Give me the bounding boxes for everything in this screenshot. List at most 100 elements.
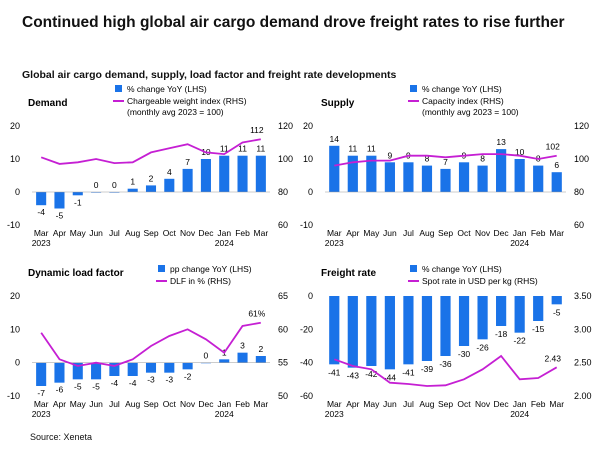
x-tick-label: Aug: [125, 399, 140, 409]
x-tick-label: Mar: [34, 399, 49, 409]
x-tick-label: Oct: [457, 228, 471, 238]
bar: [347, 155, 358, 192]
x-tick-label: May: [363, 399, 380, 409]
bar: [329, 296, 340, 365]
bar-value-label: 0: [204, 351, 209, 361]
bar: [219, 359, 230, 363]
legend-bar-label: % change YoY (LHS): [127, 84, 207, 94]
bar: [347, 296, 358, 368]
x-tick-label: Jun: [89, 399, 103, 409]
bar-value-label: 11: [220, 144, 229, 154]
bar-value-label: 0: [94, 180, 99, 190]
bar-value-label: -41: [328, 367, 341, 377]
y-left-tick-label: -60: [300, 391, 313, 401]
bar: [164, 362, 175, 373]
bar-value-label: 11: [348, 144, 357, 154]
bar-value-label: -7: [37, 388, 45, 398]
bar-value-label: -1: [74, 197, 82, 207]
x-tick-label: Jan: [217, 399, 231, 409]
bar-value-label: 4: [167, 167, 172, 177]
y-right-tick-label: 3.00: [574, 324, 592, 334]
series-line: [40, 321, 261, 367]
bar: [384, 296, 395, 370]
y-left-tick-label: -10: [300, 220, 313, 230]
x-tick-label: Mar: [327, 399, 342, 409]
x-tick-label: Mar: [549, 399, 564, 409]
bar: [200, 362, 211, 364]
bar: [182, 168, 193, 192]
y-right-tick-label: 80: [574, 187, 584, 197]
bar-value-label: -5: [56, 211, 64, 221]
y-left-tick-label: 10: [10, 324, 20, 334]
x-tick-label: Sep: [143, 228, 158, 238]
x-tick-label: Feb: [531, 228, 546, 238]
legend-bar-swatch: [410, 85, 417, 92]
bar: [477, 165, 488, 192]
bar-value-label: -22: [514, 336, 527, 346]
bar-value-label: 1: [130, 177, 135, 187]
bar-value-label: 8: [425, 154, 430, 164]
x-tick-label: Feb: [235, 228, 250, 238]
bar: [145, 185, 157, 192]
bar-value-label: 11: [238, 144, 247, 154]
bar-value-label: -4: [111, 378, 119, 388]
x-year-label: 2023: [325, 409, 344, 419]
panel-title: Dynamic load factor: [28, 268, 124, 279]
bar: [127, 188, 138, 192]
y-right-tick-label: 50: [278, 391, 288, 401]
x-tick-label: May: [70, 228, 87, 238]
legend-line-label: Capacity index (RHS): [422, 96, 504, 106]
x-year-label: 2023: [32, 238, 51, 248]
x-tick-label: Nov: [180, 228, 196, 238]
x-tick-label: Aug: [125, 228, 140, 238]
bar: [255, 356, 266, 363]
legend-bar-swatch: [158, 265, 165, 272]
legend-line-label: DLF in % (RHS): [170, 276, 231, 286]
bar-value-label: -41: [402, 367, 415, 377]
bar: [329, 145, 340, 192]
y-left-tick-label: 0: [15, 187, 20, 197]
x-tick-label: Jun: [89, 228, 103, 238]
y-left-tick-label: 20: [10, 121, 20, 131]
x-tick-label: Aug: [419, 228, 434, 238]
x-tick-label: Oct: [457, 399, 471, 409]
x-tick-label: Jul: [403, 228, 414, 238]
bar: [219, 155, 230, 192]
bar-value-label: -43: [347, 371, 360, 381]
x-tick-label: Oct: [163, 399, 177, 409]
x-tick-label: Dec: [494, 399, 510, 409]
legend-line-label: Chargeable weight index (RHS): [127, 96, 247, 106]
legend-line-label: Spot rate in USD per kg (RHS): [422, 276, 538, 286]
bar: [458, 162, 470, 192]
bar: [514, 296, 525, 333]
bar-value-label: 2: [258, 344, 263, 354]
x-tick-label: Feb: [235, 399, 250, 409]
x-year-label: 2024: [215, 409, 234, 419]
bar: [514, 159, 525, 192]
x-tick-label: Nov: [475, 228, 491, 238]
bar: [237, 352, 248, 363]
bar: [237, 155, 248, 192]
bar: [496, 149, 507, 192]
x-tick-label: Apr: [346, 399, 359, 409]
bar-value-label: -3: [147, 375, 155, 385]
bar-value-label: -6: [56, 385, 64, 395]
bar-value-label: 6: [554, 160, 559, 170]
main-title: Continued high global air cargo demand d…: [22, 14, 565, 31]
x-tick-label: Aug: [419, 399, 434, 409]
x-tick-label: Oct: [163, 228, 177, 238]
x-tick-label: Dec: [494, 228, 510, 238]
y-left-tick-label: -10: [7, 220, 20, 230]
y-right-tick-label: 120: [574, 121, 589, 131]
y-left-tick-label: 10: [10, 154, 20, 164]
bar: [182, 362, 193, 370]
y-left-tick-label: -20: [300, 324, 313, 334]
bar-value-label: 7: [443, 157, 448, 167]
y-left-tick-label: -10: [7, 391, 20, 401]
y-right-tick-label: 100: [278, 154, 293, 164]
y-right-tick-label: 60: [574, 220, 584, 230]
x-tick-label: Nov: [475, 399, 491, 409]
x-year-label: 2023: [32, 409, 51, 419]
line-end-label: 102: [546, 142, 560, 152]
